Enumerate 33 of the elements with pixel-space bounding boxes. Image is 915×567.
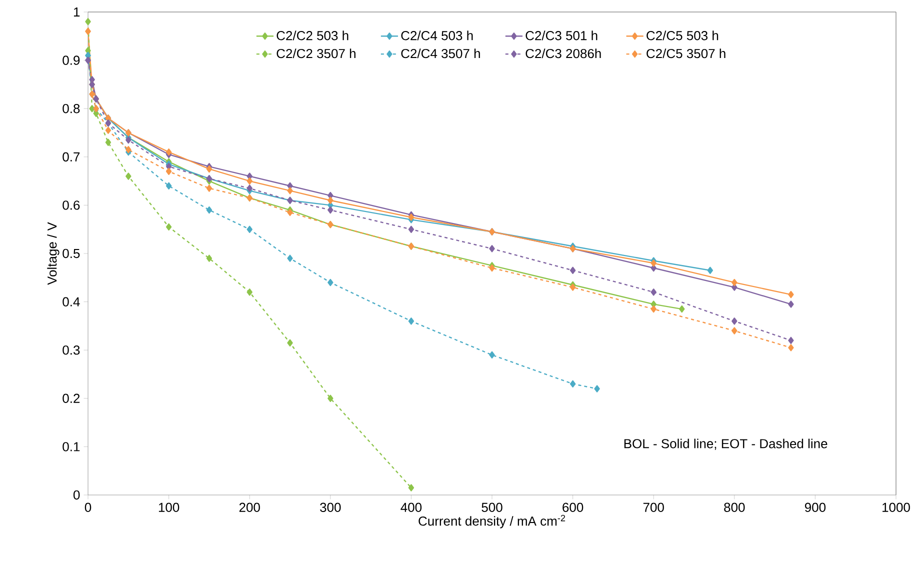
y-tick-label: 0.1 [62, 442, 80, 452]
x-tick-label: 1000 [882, 502, 910, 512]
y-tick-label: 0 [73, 490, 80, 500]
y-tick-label: 0.7 [62, 152, 80, 162]
legend-label: C2/C4 3507 h [401, 48, 480, 58]
annotation: BOL - Solid line; EOT - Dashed line [624, 438, 828, 450]
y-tick-label: 0.8 [62, 104, 80, 114]
x-tick-label: 300 [320, 502, 341, 512]
x-tick-label: 500 [482, 502, 502, 512]
legend-label: C2/C2 3507 h [276, 48, 356, 58]
y-tick-label: 0.4 [62, 297, 80, 306]
x-tick-label: 200 [239, 502, 260, 512]
y-tick-label: 0.9 [62, 56, 80, 65]
x-tick-label: 800 [724, 502, 745, 512]
x-tick-label: 400 [400, 502, 422, 512]
legend-label: C2/C4 503 h [401, 30, 473, 40]
y-axis-title: Voltage / V [47, 222, 60, 285]
y-tick-label: 0.3 [62, 345, 80, 355]
legend-label: C2/C5 3507 h [646, 48, 726, 58]
legend-label: C2/C3 2086h [526, 48, 601, 58]
x-tick-label: 900 [804, 502, 826, 512]
y-tick-label: 0.6 [62, 200, 80, 210]
x-tick-label: 700 [643, 502, 664, 512]
legend-label: C2/C5 503 h [646, 30, 718, 40]
x-tick-label: 0 [84, 502, 92, 512]
y-tick-label: 0.5 [62, 248, 80, 258]
legend-label: C2/C2 503 h [276, 30, 348, 40]
x-tick-label: 100 [158, 502, 180, 512]
x-axis-title: Current density / mA cm$^{-2}$ [418, 514, 566, 528]
legend-label: C2/C3 501 h [526, 30, 598, 40]
x-tick-label: 600 [562, 502, 584, 512]
y-tick-label: 1 [74, 8, 80, 16]
y-tick-label: 0.2 [62, 394, 80, 403]
